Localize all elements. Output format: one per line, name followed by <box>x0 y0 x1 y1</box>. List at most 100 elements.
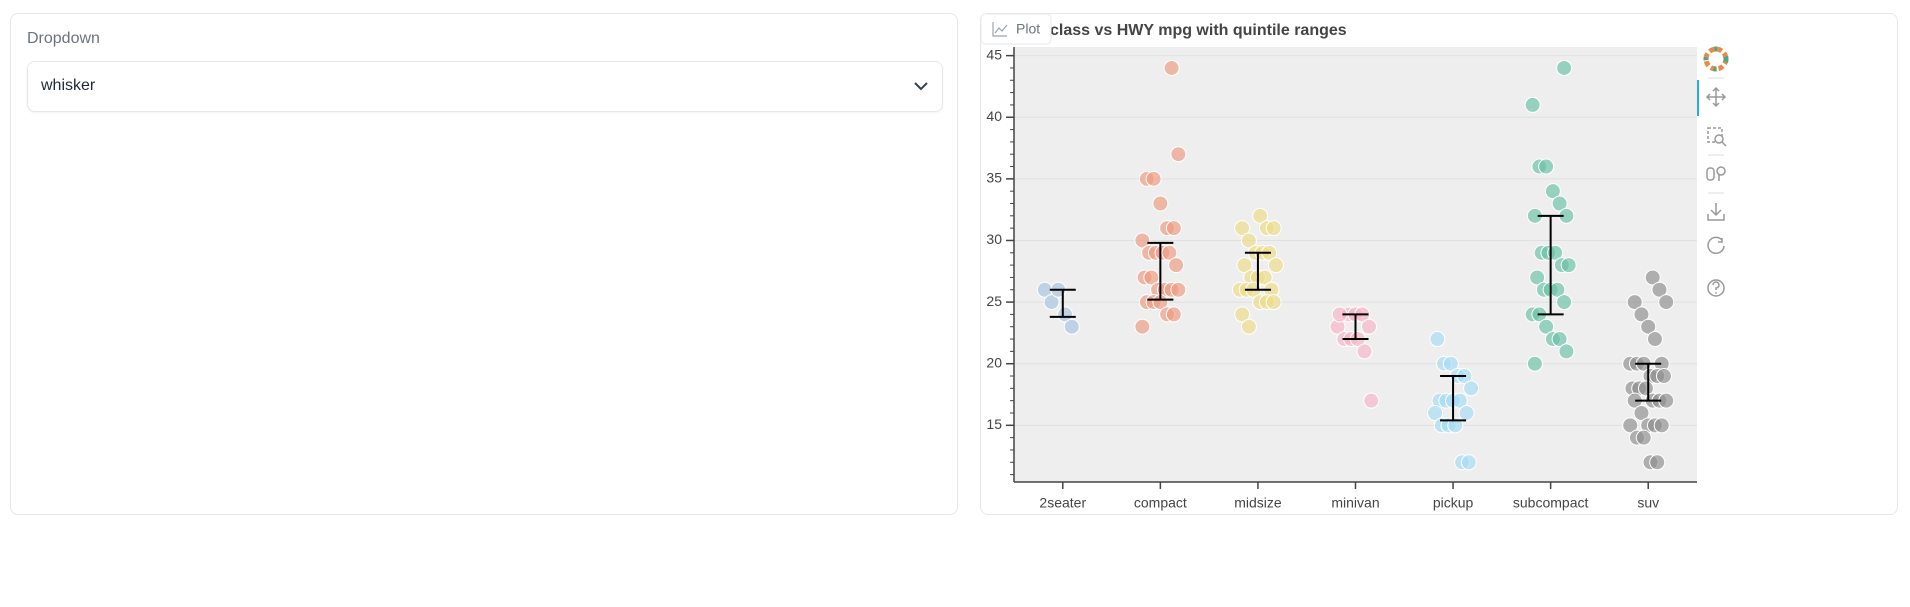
chart-title: class vs HWY mpg with quintile ranges <box>1050 22 1347 39</box>
point <box>1538 318 1555 335</box>
point <box>1556 59 1573 76</box>
y-tick-label: 30 <box>986 231 1002 247</box>
point <box>1161 244 1178 261</box>
point <box>1356 343 1373 360</box>
point <box>1165 306 1182 323</box>
whisker <box>1342 313 1369 341</box>
y-tick-label: 40 <box>986 108 1002 124</box>
box-zoom-tool[interactable] <box>1707 127 1727 147</box>
point <box>1635 429 1652 446</box>
point <box>1170 281 1187 298</box>
point <box>1644 269 1661 286</box>
point <box>1442 355 1459 372</box>
point <box>1524 96 1541 113</box>
save-tool[interactable] <box>1707 203 1725 221</box>
x-tick-label: subcompact <box>1513 495 1589 511</box>
point <box>1458 404 1475 421</box>
whisker <box>1244 251 1271 291</box>
point <box>1556 294 1573 311</box>
point <box>1265 220 1282 237</box>
point <box>1649 454 1666 471</box>
point <box>1252 207 1269 224</box>
y-tick-label: 25 <box>986 293 1002 309</box>
point <box>1170 146 1187 163</box>
help-tool[interactable] <box>1707 279 1725 297</box>
point <box>1134 318 1151 335</box>
point <box>1637 380 1654 397</box>
point <box>1526 355 1543 372</box>
point <box>1447 417 1464 434</box>
y-tick-label: 15 <box>986 416 1002 432</box>
point <box>1551 195 1568 212</box>
plot-tab-icon <box>992 22 1008 37</box>
point <box>1240 318 1257 335</box>
x-tick-label: 2seater <box>1039 495 1086 511</box>
x-tick-label: suv <box>1637 495 1659 511</box>
x-tick-label: compact <box>1134 495 1187 511</box>
point <box>1633 404 1650 421</box>
point <box>1558 343 1575 360</box>
point <box>1168 257 1185 274</box>
point <box>1134 232 1151 249</box>
point <box>1363 392 1380 409</box>
point <box>1633 306 1650 323</box>
point <box>1234 220 1251 237</box>
whisker <box>1635 362 1662 402</box>
dropdown-value: whisker <box>41 77 96 94</box>
point <box>1265 294 1282 311</box>
point <box>1646 331 1663 348</box>
pan-tool[interactable] <box>1705 86 1727 108</box>
toolbar <box>1697 46 1729 297</box>
point <box>1640 318 1657 335</box>
point <box>1234 306 1251 323</box>
point <box>1658 294 1675 311</box>
y-tick-label: 35 <box>986 170 1002 186</box>
dropdown-panel: Dropdown whisker <box>10 13 958 515</box>
point <box>1463 380 1480 397</box>
point <box>1143 269 1160 286</box>
y-tick-label: 20 <box>986 354 1002 370</box>
y-tick-label: 45 <box>986 46 1002 62</box>
point <box>1163 59 1180 76</box>
point <box>1043 294 1060 311</box>
dropdown-label: Dropdown <box>27 30 100 47</box>
x-tick-label: pickup <box>1433 495 1474 511</box>
point <box>1152 195 1169 212</box>
point <box>1240 232 1257 249</box>
point <box>1551 331 1568 348</box>
point <box>1057 306 1074 323</box>
wheel-zoom-tool[interactable] <box>1706 166 1726 181</box>
point <box>1653 417 1670 434</box>
chevron-icon <box>914 82 928 91</box>
whisker <box>1537 214 1564 316</box>
point <box>1560 257 1577 274</box>
point <box>1165 220 1182 237</box>
point <box>1626 294 1643 311</box>
point <box>1538 158 1555 175</box>
point <box>1145 170 1162 187</box>
plot-tab-label: Plot <box>1016 21 1040 37</box>
point <box>1651 281 1668 298</box>
x-tick-label: minivan <box>1331 495 1379 511</box>
whisker <box>1147 241 1174 301</box>
whisker <box>1049 288 1076 318</box>
point <box>1529 269 1546 286</box>
point <box>1063 318 1080 335</box>
point <box>1429 331 1446 348</box>
point <box>1544 183 1561 200</box>
reset-tool[interactable] <box>1707 236 1725 255</box>
bokeh-logo <box>1703 46 1729 72</box>
plot-background <box>1014 47 1697 482</box>
point <box>1361 318 1377 335</box>
point <box>1460 454 1477 471</box>
x-tick-label: midsize <box>1234 495 1282 511</box>
point <box>1427 404 1444 421</box>
point <box>1236 257 1253 274</box>
whisker <box>1440 375 1467 422</box>
dropdown[interactable]: whisker <box>27 61 943 112</box>
point <box>1622 417 1639 434</box>
point <box>1267 257 1284 274</box>
point <box>1655 368 1672 385</box>
